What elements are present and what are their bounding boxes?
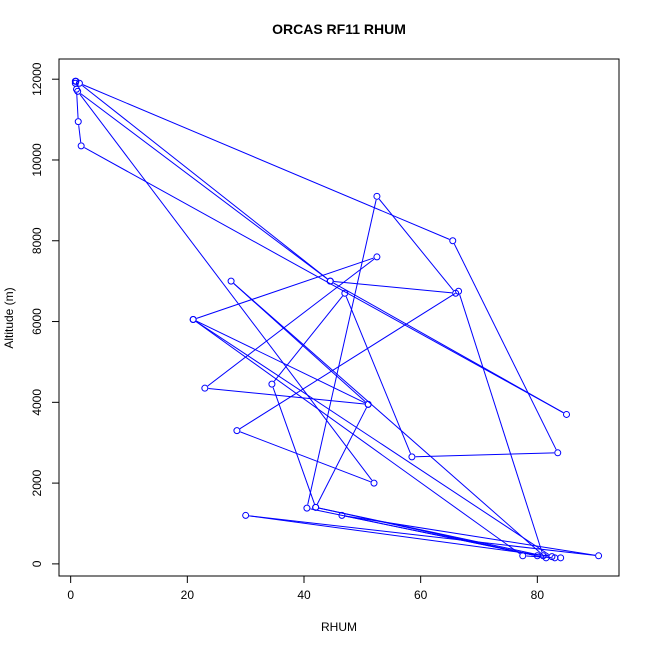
data-point — [542, 554, 550, 562]
series-segment — [378, 198, 454, 291]
series-segment — [233, 283, 366, 403]
series-segment — [249, 515, 596, 556]
data-point — [326, 277, 334, 285]
data-point — [533, 552, 541, 560]
series-segment — [249, 515, 549, 557]
series-segment — [307, 199, 377, 505]
series-segment — [82, 84, 450, 240]
x-tick-label: 40 — [297, 588, 311, 602]
x-axis: 0 20 40 60 80 — [67, 576, 544, 602]
series-segment — [196, 320, 366, 404]
x-tick-label: 0 — [67, 588, 74, 602]
series-segment — [239, 292, 456, 430]
plot-frame — [58, 58, 620, 577]
y-tick-label: 12000 — [30, 62, 44, 96]
series-segment — [526, 555, 552, 559]
data-point — [452, 289, 460, 297]
data-point — [408, 453, 416, 461]
y-axis: 0 2000 4000 6000 8000 10000 12000 — [30, 62, 59, 567]
x-tick-label: 80 — [531, 588, 545, 602]
y-axis-label: Altitude (m) — [2, 287, 16, 348]
data-point — [189, 316, 197, 324]
series-segment — [196, 257, 374, 319]
data-point — [364, 400, 372, 408]
data-point — [242, 511, 250, 519]
data-point — [563, 410, 570, 418]
series-segment — [207, 258, 375, 387]
series-segment — [84, 147, 564, 414]
data-point — [519, 552, 527, 560]
series-segment — [345, 296, 412, 454]
data-point — [77, 142, 85, 150]
data-point — [338, 511, 346, 519]
series-segment — [240, 431, 371, 483]
data-point — [227, 277, 235, 285]
series-segment — [76, 92, 79, 119]
y-tick-label: 8000 — [30, 227, 44, 254]
x-tick-label: 60 — [414, 588, 428, 602]
series-segment — [333, 280, 453, 294]
data-point — [341, 289, 349, 297]
data-point — [557, 554, 565, 562]
series-segment — [319, 507, 543, 558]
series-segment — [459, 294, 543, 553]
data-point — [74, 87, 82, 95]
x-tick-label: 20 — [181, 588, 195, 602]
data-point — [201, 384, 209, 392]
series-segment — [78, 125, 82, 143]
y-tick-label: 0 — [30, 560, 44, 567]
series-segment — [453, 243, 557, 450]
data-point — [303, 504, 311, 512]
series-segment — [195, 321, 521, 555]
series-segment — [272, 387, 315, 505]
series-segment — [79, 93, 373, 481]
data-point — [75, 79, 83, 87]
x-axis-label: RHUM — [321, 620, 357, 634]
y-tick-label: 6000 — [30, 308, 44, 335]
data-point — [373, 253, 381, 261]
data-point — [233, 427, 241, 435]
data-point — [449, 237, 457, 245]
data-point — [554, 449, 562, 457]
series-segment — [208, 388, 365, 405]
data-point — [373, 192, 381, 200]
series-layer — [71, 77, 603, 562]
chart-title: ORCAS RF11 RHUM — [272, 21, 406, 37]
series-segment — [80, 93, 328, 280]
series-segment — [415, 452, 555, 458]
series-segment — [273, 295, 343, 382]
data-point — [268, 380, 276, 388]
y-tick-label: 10000 — [30, 143, 44, 177]
series-segment — [316, 407, 367, 505]
y-tick-label: 4000 — [30, 389, 44, 416]
data-point — [312, 503, 320, 511]
data-point — [74, 118, 82, 126]
series-segment — [333, 282, 564, 414]
data-point — [595, 552, 603, 560]
y-tick-label: 2000 — [30, 469, 44, 496]
data-point — [370, 479, 378, 487]
series-segment — [195, 321, 550, 556]
series-segment — [233, 283, 544, 556]
series-segment — [81, 85, 328, 280]
